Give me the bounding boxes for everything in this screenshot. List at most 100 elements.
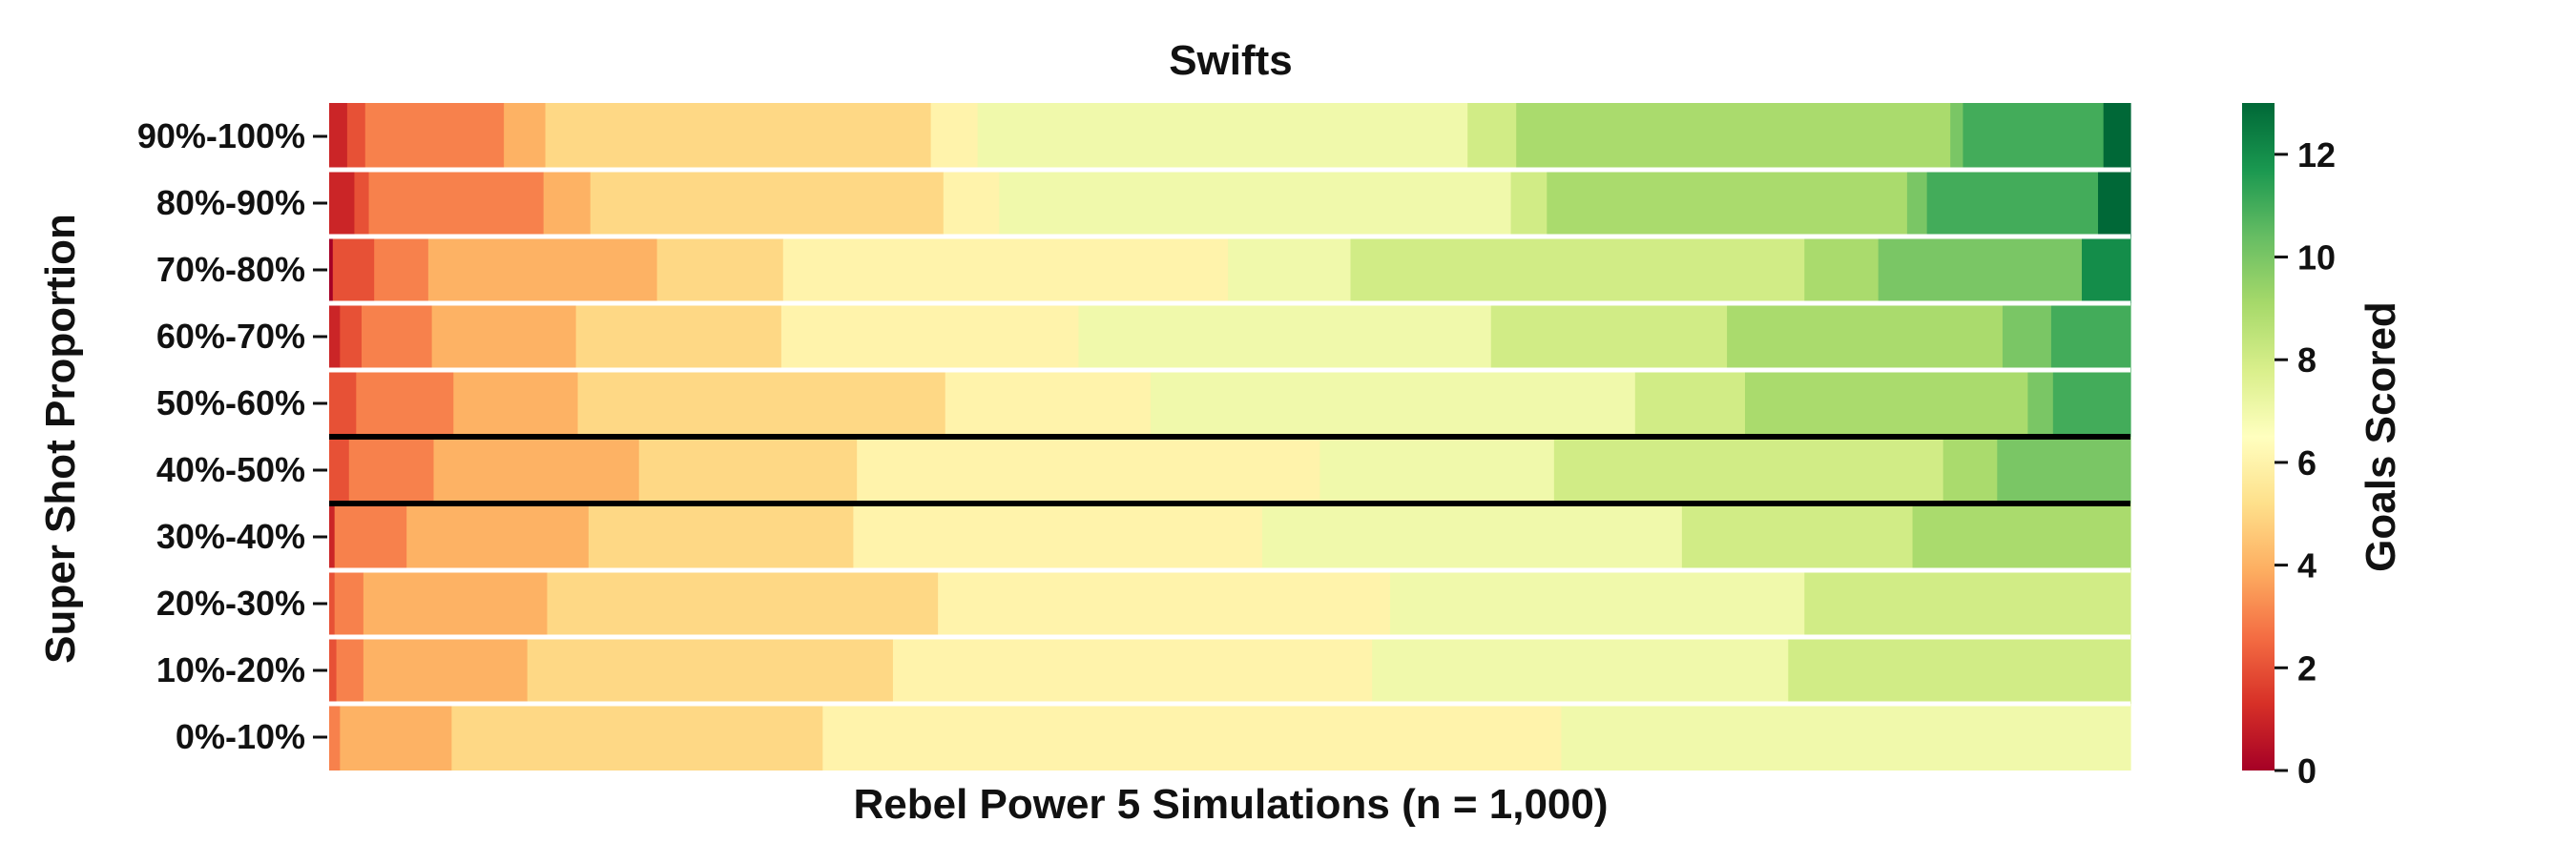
heatmap-segment (1727, 303, 2004, 370)
heatmap-segment (1261, 503, 1683, 570)
heatmap-segment (1804, 236, 1880, 303)
heatmap-segment (364, 103, 505, 170)
heatmap-segment (857, 437, 1320, 503)
colorbar-tick-label: 12 (2297, 135, 2336, 175)
heatmap-segment (545, 103, 932, 170)
heatmap-segment (1490, 303, 1728, 370)
y-tick-label: 50%-60% (156, 383, 305, 422)
heatmap-segment (363, 570, 549, 637)
heatmap-segment (1228, 236, 1352, 303)
heatmap-segment (2098, 170, 2131, 236)
plot-area (329, 103, 2131, 771)
heatmap-segment (1547, 170, 1908, 236)
heatmap-segment (930, 103, 979, 170)
chart-title: Swifts (1169, 37, 1293, 84)
heatmap-segment (1516, 103, 1951, 170)
heatmap-segment (354, 170, 370, 236)
y-tick-label: 60%-70% (156, 317, 305, 356)
heatmap-segment (334, 503, 407, 570)
heatmap-segment (782, 236, 1229, 303)
heatmap-segment (340, 303, 363, 370)
heatmap-segment (1804, 570, 2131, 637)
heatmap-segment (1997, 437, 2131, 503)
heatmap-segment (329, 704, 341, 771)
y-tick-label: 0%-10% (176, 717, 305, 756)
heatmap-segment (1906, 170, 1928, 236)
y-axis-ticks: 90%-100% 80%-90% 70%-80% 60%-70% 50%-60% 40%-… (137, 116, 327, 756)
colorbar-tick-label: 8 (2297, 340, 2316, 380)
heatmap-segment (577, 370, 946, 437)
heatmap-segment (938, 570, 1391, 637)
heatmap-segment (348, 437, 435, 503)
heatmap-segment (1150, 370, 1636, 437)
heatmap-segment (363, 637, 529, 704)
heatmap-segment (547, 570, 939, 637)
heatmap-segment (780, 303, 1080, 370)
heatmap-segment (1561, 704, 2131, 771)
heatmap-segment (543, 170, 592, 236)
heatmap-segment (1372, 637, 1789, 704)
x-axis-label: Rebel Power 5 Simulations (n = 1,000) (853, 781, 1608, 828)
y-tick-label: 70%-80% (156, 250, 305, 289)
heatmap-row (329, 637, 2131, 704)
heatmap-segment (361, 303, 433, 370)
heatmap-segment (1963, 103, 2105, 170)
heatmap-segment (329, 370, 357, 437)
y-tick-label: 40%-50% (156, 450, 305, 489)
heatmap-segment (451, 704, 823, 771)
heatmap-segment (977, 103, 1468, 170)
heatmap-segment (340, 704, 452, 771)
heatmap-segment (1078, 303, 1492, 370)
colorbar: 0 2 4 6 8 10 12 Goals Scored (2242, 103, 2404, 791)
heatmap-segment (356, 370, 454, 437)
heatmap-segment (453, 370, 579, 437)
heatmap-segment (332, 236, 375, 303)
y-tick-label: 10%-20% (156, 650, 305, 689)
heatmap-segment (1681, 503, 1914, 570)
heatmap-segment (433, 437, 640, 503)
heatmap-segment (1912, 503, 2131, 570)
heatmap-segment (945, 370, 1152, 437)
heatmap-segment (346, 103, 366, 170)
heatmap-row (329, 370, 2131, 437)
heatmap-segment (368, 170, 545, 236)
heatmap-segment (504, 103, 547, 170)
heatmap-segment (329, 570, 336, 637)
heatmap-segment (2050, 303, 2131, 370)
heatmap-row (329, 704, 2131, 771)
heatmap-segment (329, 303, 341, 370)
heatmap-segment (1744, 370, 2028, 437)
heatmap-segment (822, 704, 1562, 771)
heatmap-segment (575, 303, 782, 370)
heatmap-segment (892, 637, 1373, 704)
heatmap-segment (1390, 570, 1805, 637)
heatmap-segment (329, 236, 334, 303)
colorbar-tick-label: 10 (2297, 238, 2336, 277)
heatmap-segment (1926, 170, 2099, 236)
colorbar-label: Goals Scored (2358, 301, 2404, 572)
heatmap-segment (329, 437, 350, 503)
heatmap-segment (329, 503, 336, 570)
heatmap-row (329, 503, 2131, 570)
colorbar-ticks: 0 2 4 6 8 10 12 (2275, 135, 2336, 791)
heatmap-segment (2103, 103, 2131, 170)
heatmap-segment (427, 236, 658, 303)
heatmap-segment (329, 103, 348, 170)
heatmap-segment (588, 503, 855, 570)
heatmap-segment (329, 170, 356, 236)
heatmap-segment (374, 236, 429, 303)
heatmap-segment (943, 170, 1000, 236)
heatmap-segment (1788, 637, 2131, 704)
heatmap-row (329, 170, 2131, 236)
y-tick-label: 80%-90% (156, 183, 305, 222)
heatmap-segment (1553, 437, 1944, 503)
heatmap-segment (1942, 437, 1998, 503)
heatmap-segment (2052, 370, 2131, 437)
heatmap-segment (1634, 370, 1746, 437)
colorbar-tick-label: 4 (2297, 546, 2316, 586)
heatmap-row (329, 236, 2131, 303)
heatmap-segment (656, 236, 784, 303)
colorbar-tick-label: 2 (2297, 648, 2316, 688)
heatmap-segment (336, 637, 364, 704)
